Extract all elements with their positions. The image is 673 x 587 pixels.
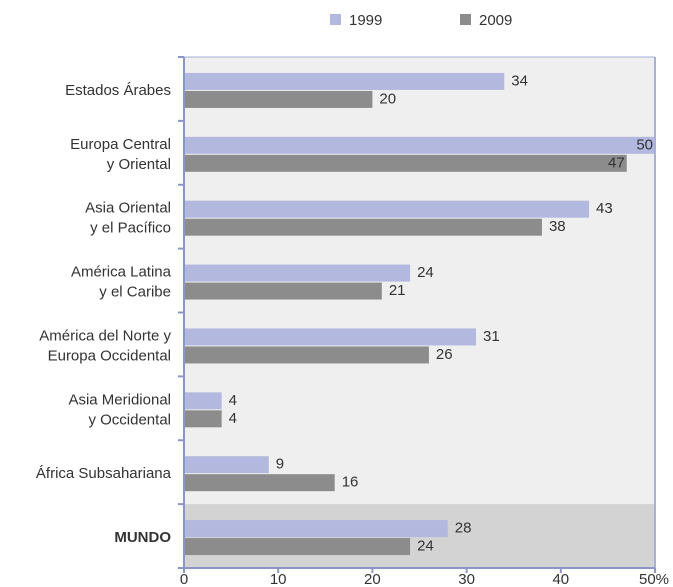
- bar: [184, 346, 429, 364]
- bar: [184, 154, 627, 172]
- y-tick-label-line: y Occidental: [88, 411, 171, 428]
- y-tick-label-line: África Subsahariana: [36, 465, 172, 482]
- value-label: 26: [436, 346, 453, 363]
- value-label: 50: [636, 136, 653, 153]
- value-label: 34: [511, 72, 528, 89]
- bar: [184, 218, 542, 236]
- x-tick-label: 20: [364, 571, 381, 587]
- x-tick-label: 0: [180, 571, 188, 587]
- y-tick-label: Asia Meridional y Occidental: [68, 391, 171, 428]
- x-tick-label: 50%: [639, 571, 669, 587]
- y-tick-label-line: América Latina: [71, 264, 172, 281]
- y-tick-label-line: América del Norte y: [39, 327, 171, 344]
- value-label: 43: [596, 200, 613, 217]
- value-label: 38: [549, 218, 566, 235]
- y-tick-label-line: Europa Central: [70, 136, 171, 153]
- legend-swatch: [460, 14, 471, 25]
- bar: [184, 90, 373, 108]
- value-label: 47: [608, 154, 625, 171]
- bar: [184, 456, 269, 474]
- y-tick-label-line: MUNDO: [114, 529, 171, 546]
- bar: [184, 136, 655, 154]
- value-label: 28: [455, 520, 472, 537]
- y-tick-label-line: y Oriental: [107, 156, 171, 173]
- value-label: 4: [229, 392, 237, 409]
- y-tick-label-line: y el Pacífico: [90, 220, 171, 237]
- value-label: 31: [483, 328, 500, 345]
- y-tick-label: Asia Oriental y el Pacífico: [85, 200, 171, 237]
- value-label: 9: [276, 456, 284, 473]
- value-label: 16: [342, 474, 359, 491]
- y-tick-label-line: y el Caribe: [99, 284, 171, 301]
- legend-swatch: [330, 14, 341, 25]
- y-tick-label: Europa Central y Oriental: [70, 136, 171, 173]
- y-tick-label: América Latina y el Caribe: [71, 264, 172, 301]
- value-label: 24: [417, 538, 434, 555]
- x-tick-label: 40: [552, 571, 569, 587]
- y-tick-label-line: Asia Meridional: [68, 391, 171, 408]
- y-tick-label: África Subsahariana: [36, 465, 172, 482]
- bar: [184, 538, 411, 556]
- bar: [184, 282, 382, 300]
- bar: [184, 410, 222, 428]
- bar: [184, 520, 448, 538]
- legend-label: 1999: [349, 12, 382, 29]
- bar: [184, 328, 477, 346]
- plot-background: [184, 57, 655, 568]
- bar: [184, 392, 222, 410]
- legend-label: 2009: [479, 12, 512, 29]
- value-label: 20: [379, 90, 396, 107]
- bar: [184, 200, 590, 218]
- bar: [184, 474, 335, 492]
- y-tick-label: América del Norte y Europa Occidental: [39, 327, 171, 364]
- y-tick-label-line: Europa Occidental: [48, 347, 171, 364]
- y-tick-label: Estados Árabes: [65, 82, 171, 99]
- x-tick-label: 30: [458, 571, 475, 587]
- bar: [184, 72, 505, 90]
- y-tick-label: MUNDO: [114, 529, 171, 546]
- x-tick-label: 10: [270, 571, 287, 587]
- y-tick-label-line: Asia Oriental: [85, 200, 171, 217]
- value-label: 21: [389, 282, 406, 299]
- bar: [184, 264, 411, 282]
- value-label: 4: [229, 410, 237, 427]
- y-tick-label-line: Estados Árabes: [65, 82, 171, 99]
- value-label: 24: [417, 264, 434, 281]
